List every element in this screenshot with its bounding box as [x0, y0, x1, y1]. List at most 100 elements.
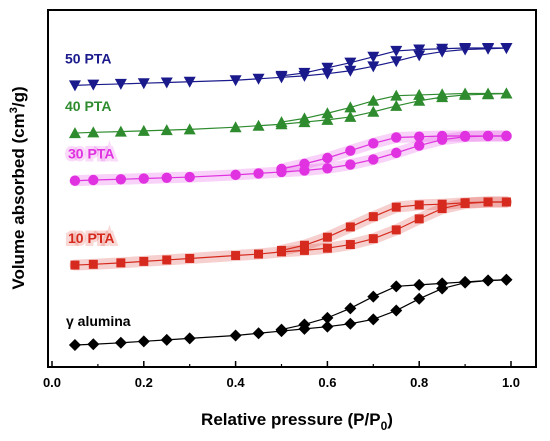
series-1 [69, 196, 512, 271]
data-point [87, 126, 100, 138]
data-point [321, 107, 334, 119]
data-point [390, 280, 403, 293]
data-point [414, 200, 424, 210]
data-point [367, 61, 380, 73]
data-point [413, 44, 426, 56]
data-point [160, 124, 173, 136]
series-0 [68, 273, 513, 351]
data-point [368, 234, 378, 244]
y-axis-title-superscript: 3 [8, 107, 20, 113]
data-point [390, 89, 403, 101]
data-point [436, 43, 449, 55]
data-point [162, 255, 172, 265]
plot-area: γ alumina 10 PTA 30 PTA 40 PTA 50 PTA [65, 43, 513, 351]
data-point [88, 259, 98, 269]
data-point [459, 87, 472, 99]
data-point [413, 94, 426, 106]
data-point [88, 174, 99, 186]
data-point [459, 43, 472, 54]
data-point [252, 73, 265, 85]
data-point [436, 277, 449, 290]
data-point [390, 304, 403, 317]
data-point [344, 57, 357, 69]
data-point [322, 163, 333, 174]
data-point [413, 278, 426, 291]
series-label: 30 PTA [68, 146, 114, 162]
data-point [254, 249, 264, 259]
x-tick-label: 0.2 [135, 375, 153, 390]
y-axis-title: Volume absorbed (cm3/g) [8, 86, 28, 289]
data-point [368, 212, 378, 222]
data-point [322, 243, 332, 253]
data-point [184, 171, 195, 183]
data-point [459, 275, 472, 288]
data-point [68, 127, 81, 139]
x-tick-label: 0.8 [410, 375, 428, 390]
data-point [253, 168, 264, 179]
data-point [185, 253, 195, 263]
data-point [229, 329, 242, 342]
data-point [322, 152, 333, 164]
data-point [344, 65, 357, 77]
data-point [114, 78, 127, 90]
data-point [114, 125, 127, 137]
data-point [460, 198, 470, 208]
data-point [368, 154, 379, 165]
data-point [116, 258, 126, 268]
data-point [87, 338, 100, 351]
data-point [482, 130, 494, 142]
data-point [252, 327, 265, 340]
data-point [299, 158, 310, 170]
data-point [413, 292, 426, 305]
data-point [183, 123, 196, 135]
data-point [413, 50, 426, 62]
x-axis-title: Relative pressure (P/P0) [201, 410, 393, 433]
data-point [299, 240, 309, 250]
data-point [344, 317, 357, 330]
data-point [391, 202, 401, 212]
data-point [68, 339, 81, 351]
data-point [161, 172, 172, 183]
x-axis-title-subscript: 0 [381, 419, 388, 433]
data-point [500, 87, 513, 99]
data-point [137, 78, 150, 90]
data-point [299, 245, 309, 255]
data-point [230, 169, 241, 181]
data-point [367, 94, 380, 106]
x-tick-label: 0.6 [318, 375, 336, 390]
data-point [500, 273, 513, 286]
data-point [298, 112, 311, 124]
data-point [391, 132, 402, 143]
data-point [501, 197, 511, 207]
data-point [298, 67, 311, 79]
data-point [229, 121, 242, 133]
data-point [344, 302, 357, 315]
data-point [367, 105, 380, 117]
data-point [298, 318, 311, 331]
data-point [321, 68, 334, 80]
data-point [367, 290, 380, 303]
data-point [275, 70, 288, 82]
data-point [252, 119, 265, 131]
data-point [137, 124, 150, 136]
data-point [482, 43, 495, 54]
data-point [322, 232, 332, 242]
data-point [229, 75, 242, 87]
series-label: γ alumina [66, 313, 131, 329]
data-point [482, 274, 495, 287]
data-point [391, 225, 401, 235]
data-point [482, 87, 495, 99]
data-point [345, 240, 355, 250]
data-point [275, 323, 288, 336]
data-point [437, 199, 447, 209]
data-point [137, 335, 150, 348]
data-point [345, 222, 355, 232]
series-label: 40 PTA [65, 98, 111, 114]
series-4 [68, 43, 513, 92]
data-point [183, 76, 196, 88]
data-point [345, 145, 356, 156]
data-point [138, 173, 149, 184]
data-point [87, 79, 100, 91]
data-point [160, 333, 173, 346]
